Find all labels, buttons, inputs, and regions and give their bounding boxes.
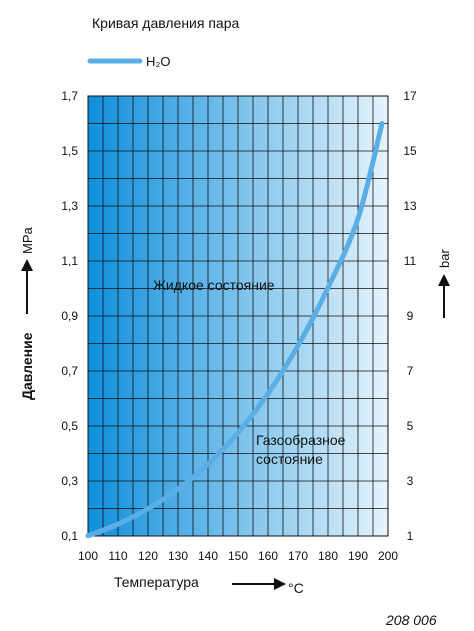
y-tick-label-left: 0,3 [61, 474, 78, 488]
y-axis-unit-right: bar [437, 249, 452, 268]
figure-code: 208 006 [385, 612, 437, 628]
y-tick-label-left: 1,7 [61, 89, 78, 103]
y-axis-right-arrow-icon [438, 274, 450, 286]
y-axis-unit-left: MPa [20, 227, 35, 255]
x-tick-label: 200 [378, 549, 398, 563]
y-axis-arrow-icon [21, 259, 33, 271]
grid-lines [87, 95, 389, 537]
y-tick-label-right: 13 [403, 199, 417, 213]
x-tick-label: 130 [168, 549, 188, 563]
series-point [379, 121, 385, 126]
x-tick-label: 170 [288, 549, 308, 563]
y-axis-label-right-group: bar [437, 249, 452, 318]
x-tick-label: 150 [228, 549, 248, 563]
y-axis-label: Давление [19, 332, 35, 400]
series-point [205, 462, 211, 467]
y-tick-label-right: 9 [407, 309, 414, 323]
series-line-h2o [85, 121, 385, 539]
annotation-gas-line1: Газообразное [256, 432, 346, 448]
x-tick-labels: 100 110 120 130 140 150 160 170 180 190 200 [78, 549, 398, 563]
x-tick-label: 140 [198, 549, 218, 563]
y-tick-label-left: 0,5 [61, 419, 78, 433]
legend-label-h2o: H₂O [146, 54, 171, 69]
y-tick-label-right: 3 [407, 474, 414, 488]
x-tick-label: 110 [108, 549, 127, 563]
x-tick-label: 190 [348, 549, 368, 563]
series-point [325, 285, 331, 290]
y-tick-label-right: 17 [403, 89, 417, 103]
series-point [295, 343, 301, 348]
x-tick-label: 180 [318, 549, 338, 563]
series-points-h2o [85, 121, 385, 538]
series-point [355, 216, 361, 221]
y-tick-label-left: 1,3 [61, 199, 78, 213]
series-point [175, 487, 181, 492]
chart-title: Кривая давления пара [92, 15, 240, 31]
y-tick-label-left: 0,1 [61, 529, 78, 543]
y-tick-label-right: 11 [404, 254, 417, 268]
annotation-liquid: Жидкое состояние [153, 277, 275, 293]
y-tick-label-left: 0,7 [61, 364, 78, 378]
y-tick-label-right: 7 [407, 364, 414, 378]
y-tick-label-right: 5 [407, 419, 414, 433]
y-tick-label-left: 1,5 [61, 144, 78, 158]
y-axis-label-left-group: Давление MPa [19, 227, 35, 401]
y-tick-label-right: 1 [407, 529, 414, 543]
series-point [85, 533, 91, 538]
y-tick-label-right: 15 [403, 144, 417, 158]
x-axis-label: Температура [114, 574, 199, 590]
plot-frame [87, 95, 389, 537]
annotation-gas-line2: состояние [256, 451, 323, 467]
x-tick-label: 120 [138, 549, 158, 563]
series-point [265, 391, 271, 396]
x-axis-unit: °C [288, 580, 304, 596]
y-tick-labels-left: 0,1 0,3 0,5 0,7 0,9 1,1 1,3 1,5 1,7 [61, 89, 78, 543]
y-tick-label-left: 1,1 [61, 254, 78, 268]
x-tick-label: 100 [78, 549, 98, 563]
series-point [115, 521, 121, 527]
series-point [235, 430, 241, 435]
y-tick-label-left: 0,9 [61, 309, 78, 323]
series-point [145, 506, 151, 511]
x-axis-arrow-icon [274, 578, 286, 590]
x-tick-label: 160 [258, 549, 278, 563]
